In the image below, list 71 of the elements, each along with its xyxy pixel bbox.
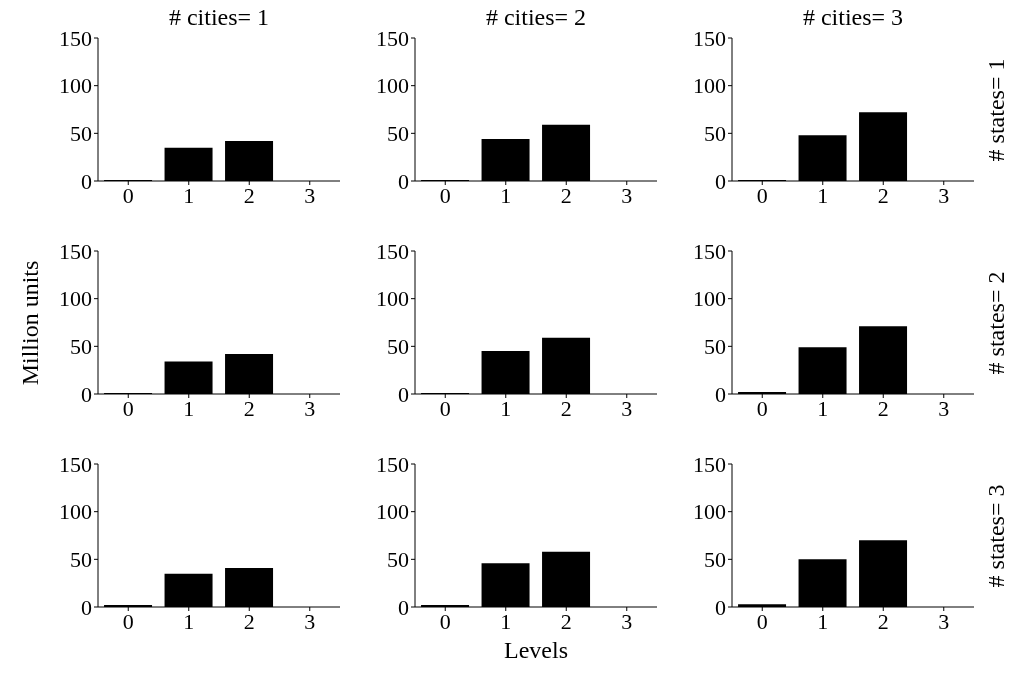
y-tick-label: 150 — [693, 25, 726, 51]
x-axis-title: Levels — [503, 637, 569, 664]
x-tick-label: 0 — [122, 395, 134, 421]
x-tick-label: 2 — [560, 182, 572, 208]
y-tick-label: 150 — [693, 238, 726, 264]
y-tick-label: 50 — [704, 334, 726, 360]
x-tick-label: 0 — [122, 182, 134, 208]
y-tick-label: 50 — [387, 547, 409, 573]
chart-title: # cities= 1 — [167, 4, 271, 31]
x-tick-label: 3 — [304, 395, 316, 421]
y-tick-label: 100 — [376, 286, 409, 312]
x-tick-label: 1 — [817, 182, 829, 208]
y-tick-label: 100 — [59, 73, 92, 99]
x-tick-label: 3 — [621, 608, 633, 634]
y-tick-label: 150 — [376, 25, 409, 51]
y-tick-label: 100 — [376, 499, 409, 525]
y-tick-label: 100 — [693, 499, 726, 525]
x-tick-label: 1 — [817, 608, 829, 634]
y2-axis-title: # states= 2 — [982, 271, 1010, 375]
x-tick-label: 1 — [500, 182, 512, 208]
y-tick-label: 150 — [59, 451, 92, 477]
y-tick-label: 100 — [59, 286, 92, 312]
y2-axis-title: # states= 1 — [982, 58, 1010, 162]
x-tick-label: 0 — [439, 182, 451, 208]
x-tick-label: 2 — [560, 608, 572, 634]
x-tick-label: 3 — [304, 182, 316, 208]
y-tick-label: 100 — [376, 73, 409, 99]
x-tick-label: 0 — [756, 608, 768, 634]
x-tick-label: 3 — [938, 608, 950, 634]
x-tick-label: 0 — [756, 182, 768, 208]
y-tick-label: 100 — [59, 499, 92, 525]
x-tick-label: 3 — [304, 608, 316, 634]
x-tick-label: 2 — [243, 608, 255, 634]
x-tick-label: 1 — [183, 182, 195, 208]
x-tick-label: 2 — [877, 182, 889, 208]
x-tick-label: 1 — [500, 608, 512, 634]
y-tick-label: 50 — [70, 121, 92, 147]
x-tick-label: 3 — [938, 395, 950, 421]
y-tick-label: 50 — [704, 547, 726, 573]
y-tick-label: 150 — [376, 451, 409, 477]
y-tick-label: 100 — [693, 73, 726, 99]
y-tick-label: 150 — [376, 238, 409, 264]
y-tick-label: 150 — [693, 451, 726, 477]
x-tick-label: 0 — [439, 608, 451, 634]
x-tick-label: 1 — [183, 608, 195, 634]
y-tick-label: 50 — [70, 334, 92, 360]
x-tick-label: 0 — [756, 395, 768, 421]
x-tick-label: 1 — [817, 395, 829, 421]
x-tick-label: 2 — [243, 182, 255, 208]
x-tick-label: 3 — [621, 182, 633, 208]
x-tick-label: 0 — [439, 395, 451, 421]
x-tick-label: 1 — [500, 395, 512, 421]
y-tick-label: 50 — [704, 121, 726, 147]
chart-title: # cities= 3 — [801, 4, 905, 31]
y-tick-label: 50 — [387, 334, 409, 360]
y-axis-title: Million units — [16, 260, 44, 386]
x-tick-label: 2 — [877, 608, 889, 634]
x-tick-label: 2 — [877, 395, 889, 421]
y2-axis-title: # states= 3 — [982, 484, 1010, 588]
y-tick-label: 50 — [387, 121, 409, 147]
x-tick-label: 0 — [122, 608, 134, 634]
y-tick-label: 150 — [59, 25, 92, 51]
x-tick-label: 3 — [621, 395, 633, 421]
x-tick-label: 2 — [243, 395, 255, 421]
chart-title: # cities= 2 — [484, 4, 588, 31]
y-tick-label: 150 — [59, 238, 92, 264]
y-tick-label: 50 — [70, 547, 92, 573]
x-tick-label: 2 — [560, 395, 572, 421]
y-tick-label: 100 — [693, 286, 726, 312]
x-tick-label: 1 — [183, 395, 195, 421]
x-tick-label: 3 — [938, 182, 950, 208]
